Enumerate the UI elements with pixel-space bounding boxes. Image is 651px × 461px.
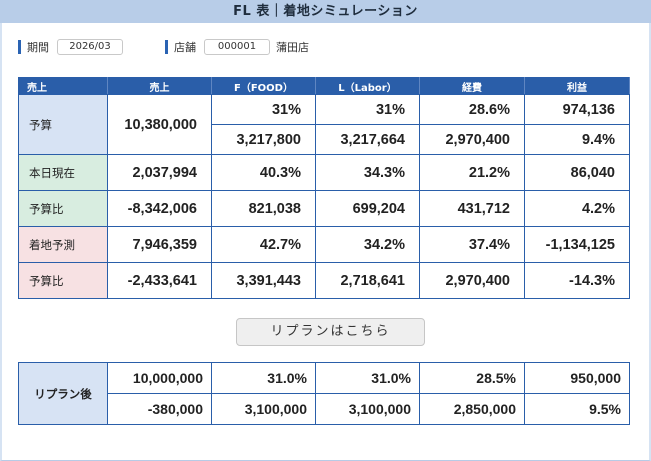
cell-food: 3,391,443 (211, 262, 316, 299)
cell-sales: -2,433,641 (107, 262, 212, 299)
cell-labor: 34.2% (315, 226, 420, 263)
cell-expenses: 431,712 (419, 190, 525, 227)
replan-profit: 950,000 (524, 362, 630, 394)
replan-row-amounts: -380,000 3,100,000 3,100,000 2,850,000 9… (19, 393, 630, 425)
cell-expenses: 2,970,400 (419, 262, 525, 299)
cell-sales: 2,037,994 (107, 154, 212, 191)
budget-expense-amount: 2,970,400 (419, 124, 525, 155)
replan-row-ratios: リプラン後 10,000,000 31.0% 31.0% 28.5% 950,0… (18, 362, 630, 425)
cell-profit: -1,134,125 (524, 226, 630, 263)
col-header-food: F（FOOD） (211, 77, 316, 95)
period-label: 期間 (27, 41, 49, 54)
table-row-forecast-vs-budget: 予算比 -2,433,641 3,391,443 2,718,641 2,970… (18, 262, 630, 299)
replan-labor-ratio: 31.0% (315, 362, 420, 394)
replan-label: リプラン後 (18, 362, 108, 425)
budget-profit-ratio: 9.4% (524, 124, 630, 155)
cell-food: 40.3% (211, 154, 316, 191)
row-label: 予算比 (18, 190, 108, 227)
replan-profit-ratio: 9.5% (524, 393, 630, 425)
col-header-sales: 売上 (107, 77, 212, 95)
budget-row-ratios: 予算 10,380,000 31% 31% 28.6% 974,136 (18, 94, 630, 155)
budget-food-amount: 3,217,800 (211, 124, 316, 155)
replan-labor-amount: 3,100,000 (315, 393, 420, 425)
replan-food-amount: 3,100,000 (211, 393, 316, 425)
replan-sales-diff: -380,000 (107, 393, 212, 425)
period-filter: 期間 2026/03 (18, 39, 123, 55)
page-title: FL 表｜着地シミュレーション (0, 0, 651, 23)
period-field[interactable]: 2026/03 (57, 39, 123, 55)
period-marker (18, 40, 21, 54)
store-marker (165, 40, 168, 54)
cell-sales: 7,946,359 (107, 226, 212, 263)
row-label: 着地予測 (18, 226, 108, 263)
cell-sales: -8,342,006 (107, 190, 212, 227)
cell-profit: 4.2% (524, 190, 630, 227)
budget-sales: 10,380,000 (107, 94, 212, 155)
fl-simulation-table: 売上 売上 F（FOOD） L（Labor） 経費 利益 予算 10,380,0… (18, 77, 630, 299)
cell-labor: 699,204 (315, 190, 420, 227)
cell-labor: 2,718,641 (315, 262, 420, 299)
budget-expense-ratio: 28.6% (419, 94, 525, 125)
budget-label: 予算 (18, 94, 108, 155)
row-label: 予算比 (18, 262, 108, 299)
replan-sales: 10,000,000 (107, 362, 212, 394)
budget-labor-amount: 3,217,664 (315, 124, 420, 155)
cell-expenses: 21.2% (419, 154, 525, 191)
store-filter: 店舗 000001 蒲田店 (165, 39, 309, 55)
col-header-profit: 利益 (524, 77, 630, 95)
replan-button[interactable]: リプランはこちら (236, 318, 425, 346)
row-label: 本日現在 (18, 154, 108, 191)
cell-labor: 34.3% (315, 154, 420, 191)
budget-labor-ratio: 31% (315, 94, 420, 125)
store-label: 店舗 (174, 41, 196, 54)
cell-profit: -14.3% (524, 262, 630, 299)
cell-expenses: 37.4% (419, 226, 525, 263)
replan-expense-amount: 2,850,000 (419, 393, 525, 425)
col-header-labor: L（Labor） (315, 77, 420, 95)
table-row-forecast: 着地予測 7,946,359 42.7% 34.2% 37.4% -1,134,… (18, 226, 630, 263)
table-row-current: 本日現在 2,037,994 40.3% 34.3% 21.2% 86,040 (18, 154, 630, 191)
store-name: 蒲田店 (276, 41, 309, 54)
replan-food-ratio: 31.0% (211, 362, 316, 394)
col-header-expenses: 経費 (419, 77, 525, 95)
col-header-category: 売上 (18, 77, 108, 95)
cell-food: 821,038 (211, 190, 316, 227)
table-row-current-vs-budget: 予算比 -8,342,006 821,038 699,204 431,712 4… (18, 190, 630, 227)
replan-expense-ratio: 28.5% (419, 362, 525, 394)
store-code-field[interactable]: 000001 (204, 39, 270, 55)
filter-bar: 期間 2026/03 店舗 000001 蒲田店 (18, 38, 309, 56)
budget-profit: 974,136 (524, 94, 630, 125)
budget-food-ratio: 31% (211, 94, 316, 125)
replan-table: リプラン後 10,000,000 31.0% 31.0% 28.5% 950,0… (18, 362, 630, 425)
cell-profit: 86,040 (524, 154, 630, 191)
cell-food: 42.7% (211, 226, 316, 263)
